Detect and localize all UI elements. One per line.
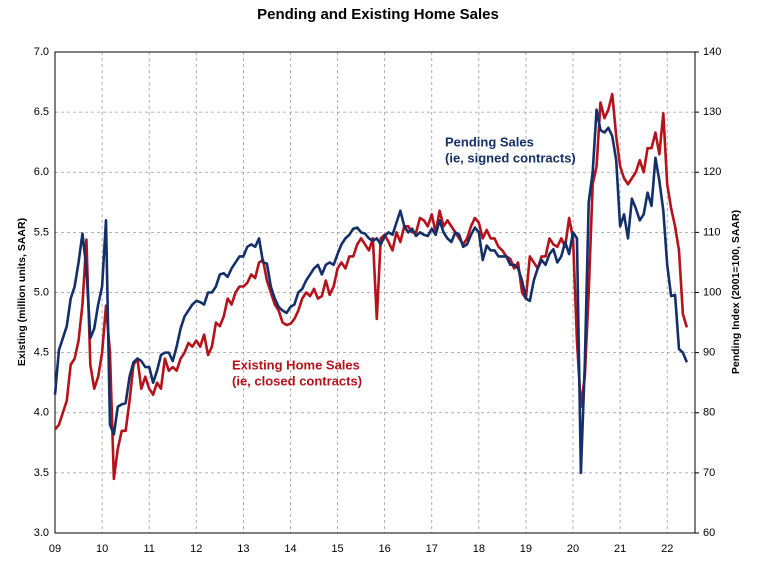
y2-tick-label: 70 [703, 467, 715, 479]
y2-tick-label: 120 [703, 166, 721, 178]
chart-title: Pending and Existing Home Sales [257, 6, 499, 23]
y2-axis-label: Pending Index (2001=100, SAAR) [730, 210, 742, 374]
x-tick-label: 18 [473, 543, 485, 555]
y2-tick-label: 60 [703, 527, 715, 539]
x-tick-label: 19 [520, 543, 532, 555]
plot-border [54, 51, 696, 534]
x-tick-label: 09 [49, 543, 61, 555]
x-tick-label: 20 [567, 543, 579, 555]
x-tick-label: 14 [284, 543, 296, 555]
x-tick-label: 21 [614, 543, 626, 555]
y-tick-label: 5.0 [34, 286, 49, 298]
y-tick-label: 3.5 [34, 467, 49, 479]
y-tick-label: 4.5 [34, 347, 49, 359]
x-tick-label: 22 [661, 543, 673, 555]
series-line [53, 92, 689, 481]
y2-tick-label: 130 [703, 106, 721, 118]
annotation: (ie, closed contracts) [232, 373, 362, 388]
x-tick-label: 16 [379, 543, 391, 555]
annotation: Existing Home Sales [232, 357, 360, 372]
y-tick-label: 7.0 [34, 46, 49, 58]
y2-tick-label: 100 [703, 286, 721, 298]
y-axis-label: Existing (million units, SAAR) [16, 218, 28, 366]
y2-tick-label: 90 [703, 347, 715, 359]
y-tick-label: 6.0 [34, 166, 49, 178]
x-tick-label: 10 [96, 543, 108, 555]
y-tick-label: 3.0 [34, 527, 49, 539]
y2-tick-label: 80 [703, 407, 715, 419]
x-tick-label: 12 [190, 543, 202, 555]
y-tick-label: 5.5 [34, 226, 49, 238]
annotation: (ie, signed contracts) [445, 150, 576, 165]
y2-tick-label: 140 [703, 46, 721, 58]
x-tick-label: 13 [237, 543, 249, 555]
x-tick-label: 15 [331, 543, 343, 555]
x-tick-label: 11 [143, 543, 154, 555]
y2-tick-label: 110 [703, 226, 721, 238]
annotation: Pending Sales [445, 134, 534, 149]
x-tick-label: 17 [426, 543, 438, 555]
series-line [53, 108, 689, 475]
y-tick-label: 4.0 [34, 407, 49, 419]
y-tick-label: 6.5 [34, 106, 49, 118]
